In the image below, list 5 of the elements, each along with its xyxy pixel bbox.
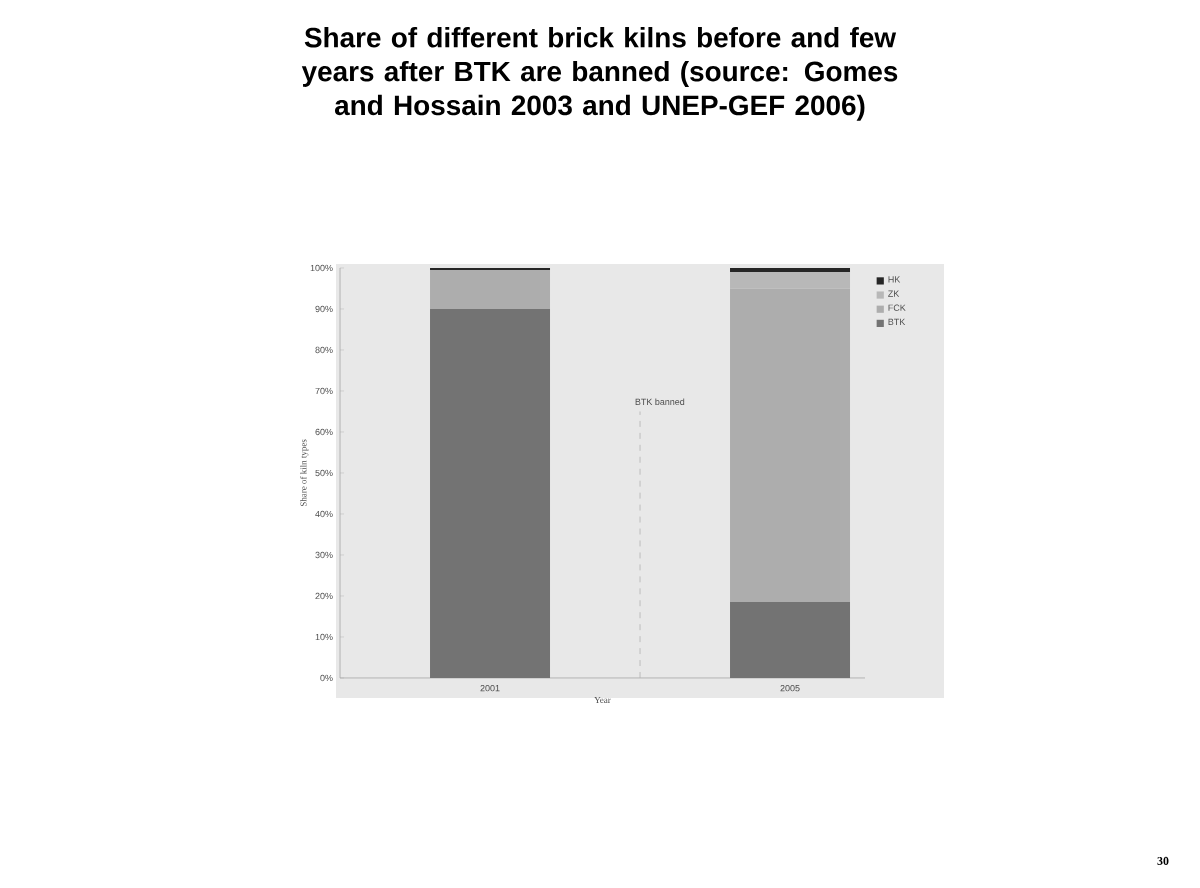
bar bbox=[430, 270, 551, 309]
bar bbox=[730, 602, 851, 678]
bar bbox=[730, 267, 851, 273]
chart-title: Share of different brick kilns before and few years after BTK are banned (source: Gomes and Hossain 2003 and UNEP-GEF 2006) bbox=[301, 27, 898, 121]
bar bbox=[430, 308, 551, 678]
